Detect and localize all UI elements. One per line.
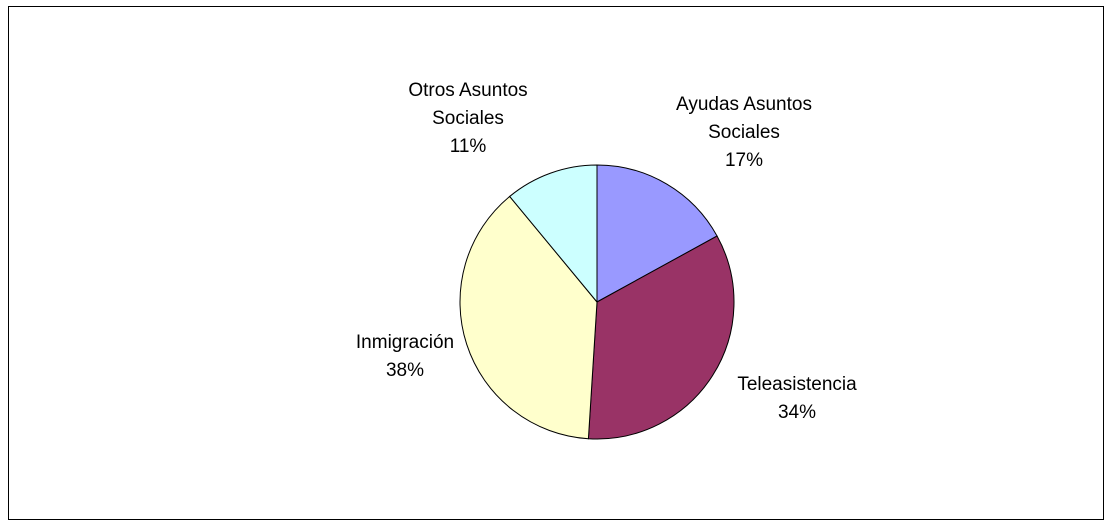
slice-category-label: Otros Asuntos: [408, 80, 527, 101]
pie-slice-4: [508, 164, 598, 304]
slice-value-label: 11%: [450, 136, 487, 157]
slice-category-label: Sociales: [432, 108, 504, 129]
slice-value-label: 38%: [386, 360, 424, 381]
pie-slice-3: [459, 195, 598, 440]
pie-slices: [459, 164, 735, 440]
pie-slice-2: [587, 235, 735, 440]
slice-value-label: 17%: [725, 150, 763, 171]
slice-category-label: Teleasistencia: [737, 374, 857, 395]
slice-value-label: 34%: [778, 402, 816, 423]
pie-labels: Ayudas Asuntos Sociales 17% Teleasistencia 3…: [356, 80, 857, 423]
pie-slice-1: [596, 164, 718, 303]
slice-category-label: Sociales: [708, 122, 780, 143]
slice-category-label: Ayudas Asuntos: [676, 94, 812, 115]
slice-category-label: Inmigración: [356, 332, 454, 353]
